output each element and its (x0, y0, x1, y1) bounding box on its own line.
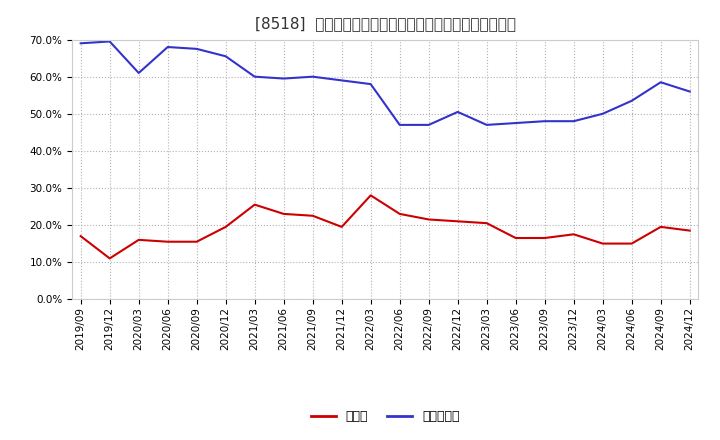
現預金 (685, 228, 694, 233)
有利子負債 (366, 81, 375, 87)
現預金 (395, 211, 404, 216)
現預金 (482, 220, 491, 226)
有利子負債 (76, 40, 85, 46)
現預金 (338, 224, 346, 230)
有利子負債 (105, 39, 114, 44)
現預金 (627, 241, 636, 246)
現預金 (163, 239, 172, 244)
有利子負債 (657, 80, 665, 85)
Line: 現預金: 現預金 (81, 195, 690, 258)
有利子負債 (482, 122, 491, 128)
Legend: 現預金, 有利子負債: 現預金, 有利子負債 (306, 405, 464, 428)
有利子負債 (570, 118, 578, 124)
現預金 (308, 213, 317, 218)
現預金 (570, 231, 578, 237)
現預金 (221, 224, 230, 230)
有利子負債 (221, 54, 230, 59)
有利子負債 (541, 118, 549, 124)
現預金 (105, 256, 114, 261)
現預金 (192, 239, 201, 244)
有利子負債 (251, 74, 259, 79)
有利子負債 (685, 89, 694, 94)
現預金 (251, 202, 259, 207)
有利子負債 (192, 46, 201, 51)
有利子負債 (598, 111, 607, 117)
有利子負債 (395, 122, 404, 128)
有利子負債 (135, 70, 143, 76)
現預金 (454, 219, 462, 224)
有利子負債 (308, 74, 317, 79)
現預金 (598, 241, 607, 246)
有利子負債 (627, 98, 636, 103)
有利子負債 (163, 44, 172, 50)
現預金 (541, 235, 549, 241)
有利子負債 (454, 109, 462, 114)
Title: [8518]  現預金、有利子負債の総資産に対する比率の推移: [8518] 現預金、有利子負債の総資産に対する比率の推移 (255, 16, 516, 32)
現預金 (657, 224, 665, 230)
有利子負債 (338, 78, 346, 83)
有利子負債 (511, 121, 520, 126)
現預金 (511, 235, 520, 241)
現預金 (279, 211, 288, 216)
現預金 (424, 217, 433, 222)
Line: 有利子負債: 有利子負債 (81, 41, 690, 125)
現預金 (76, 234, 85, 239)
現預金 (366, 193, 375, 198)
現預金 (135, 237, 143, 242)
有利子負債 (424, 122, 433, 128)
有利子負債 (279, 76, 288, 81)
